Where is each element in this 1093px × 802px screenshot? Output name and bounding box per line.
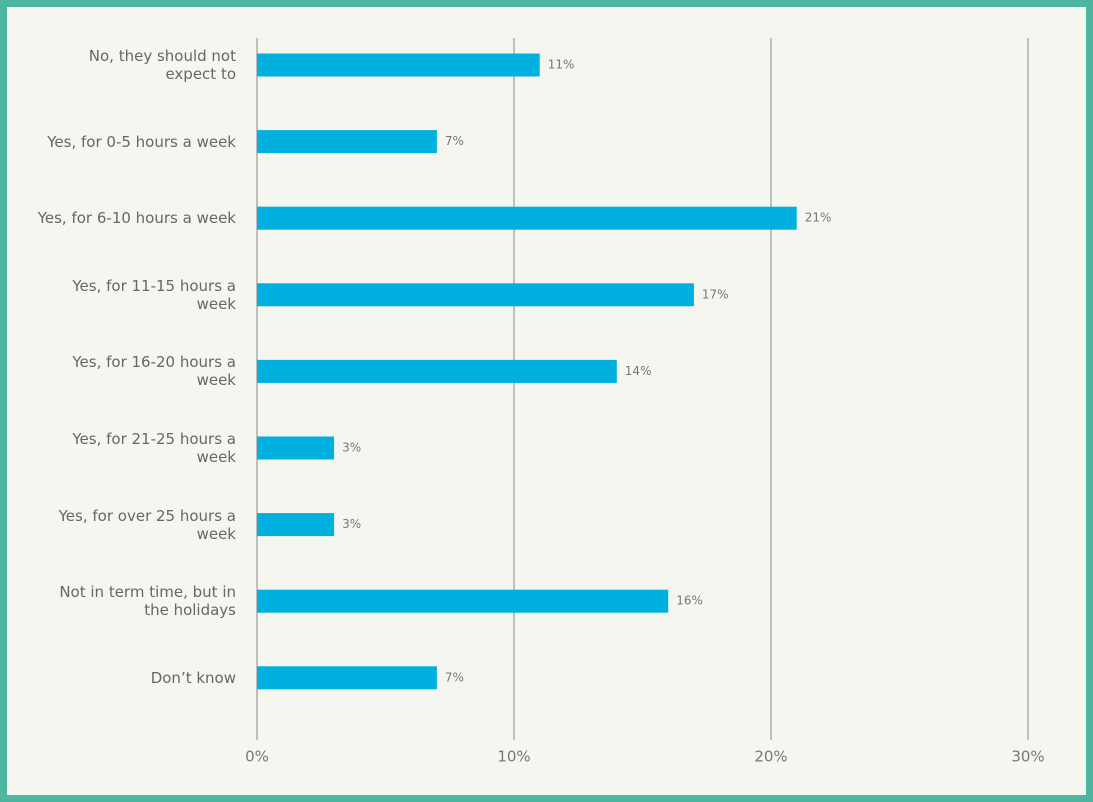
category-label: Yes, for 21-25 hours a week <box>72 430 236 466</box>
bar <box>257 206 797 230</box>
value-label: 14% <box>625 364 652 378</box>
value-label: 7% <box>445 670 464 684</box>
category-label: Yes, for 0-5 hours a week <box>47 132 236 151</box>
category-label: Yes, for 16-20 hours a week <box>72 353 236 390</box>
value-label: 17% <box>702 287 729 301</box>
bar <box>257 436 335 460</box>
category-label: Not in term time, but in the holidays <box>59 583 236 620</box>
value-label: 3% <box>342 517 361 531</box>
bar <box>257 589 669 613</box>
value-label: 21% <box>805 211 832 225</box>
value-label: 11% <box>548 58 575 72</box>
value-label: 7% <box>445 134 464 148</box>
category-label: Yes, for over 25 hours a week <box>58 506 236 543</box>
x-tick-label: 10% <box>497 748 530 766</box>
bar <box>257 283 694 307</box>
category-label: Don’t know <box>150 668 236 687</box>
bar <box>257 130 437 154</box>
category-label: No, they should not expect to <box>88 47 236 83</box>
value-label: 3% <box>342 441 361 455</box>
x-tick-label: 20% <box>754 748 787 766</box>
bar <box>257 53 540 77</box>
category-label: Yes, for 11-15 hours a week <box>72 276 236 313</box>
bar <box>257 666 437 690</box>
bar <box>257 359 617 383</box>
category-label: Yes, for 6-10 hours a week <box>37 209 236 228</box>
bar <box>257 513 335 537</box>
value-label: 16% <box>676 594 703 608</box>
x-tick-label: 0% <box>245 748 269 766</box>
x-tick-label: 30% <box>1011 748 1044 766</box>
